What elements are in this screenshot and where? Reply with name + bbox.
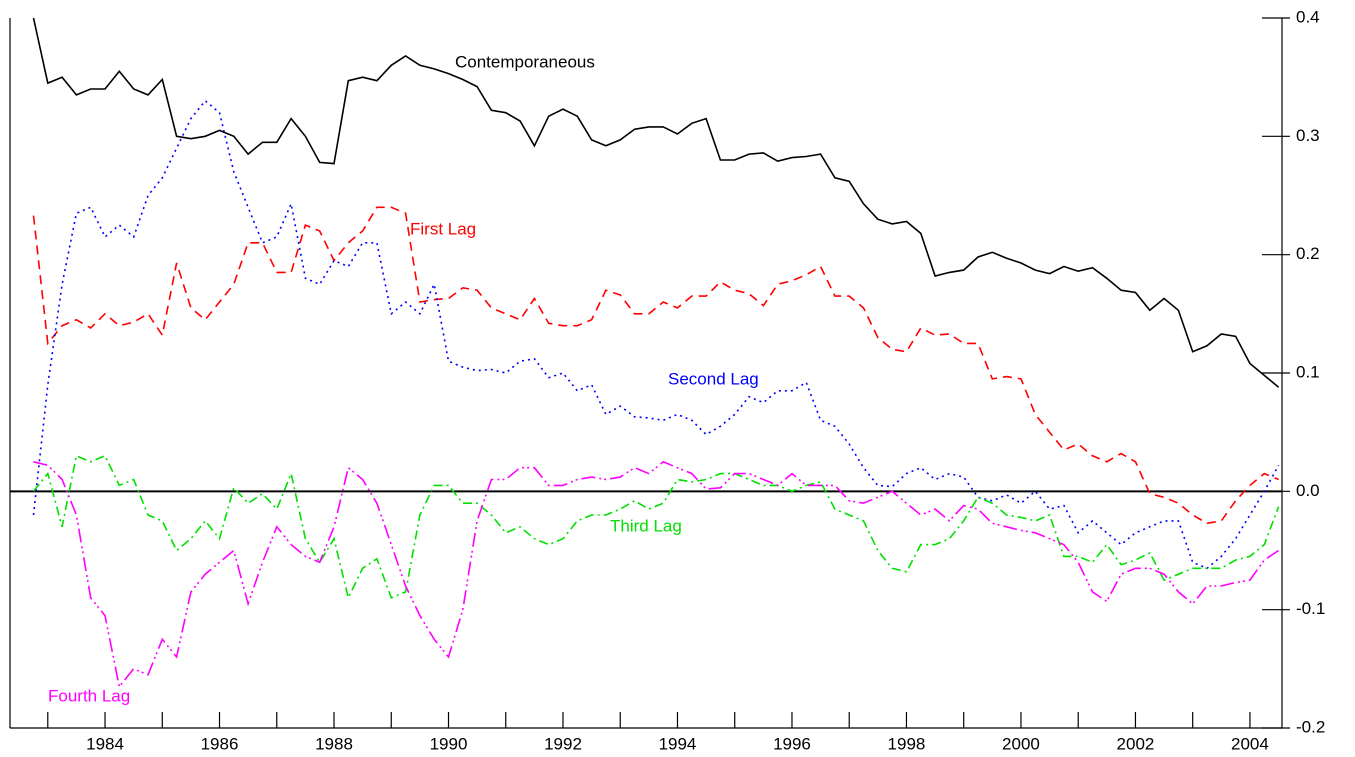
y-tick-label: 0.2: [1296, 244, 1320, 263]
y-tick-label: -0.1: [1296, 599, 1325, 618]
series-line: [32, 99, 1280, 570]
series-line: [32, 17, 1280, 388]
x-tick-label: 1996: [773, 734, 811, 753]
series-label: Fourth Lag: [48, 686, 130, 705]
x-tick-label: 1988: [315, 734, 353, 753]
x-tick-label: 2002: [1117, 734, 1155, 753]
x-tick-label: 1984: [86, 734, 124, 753]
x-tick-label: 1994: [659, 734, 697, 753]
series-label: Contemporaneous: [455, 52, 595, 71]
x-tick-label: 1986: [201, 734, 239, 753]
y-tick-label: 0.4: [1296, 7, 1320, 26]
y-tick-label: 0.3: [1296, 126, 1320, 145]
y-tick-label: 0.0: [1296, 481, 1320, 500]
x-tick-label: 1992: [544, 734, 582, 753]
series-line: [33, 460, 1280, 689]
y-tick-label: 0.1: [1296, 362, 1320, 381]
x-tick-label: 2004: [1231, 734, 1269, 753]
series-label: Second Lag: [668, 369, 759, 388]
x-tick-label: 2000: [1002, 734, 1040, 753]
series-label: Third Lag: [610, 516, 682, 535]
x-tick-label: 1998: [888, 734, 926, 753]
series-line: [32, 454, 1280, 601]
series-label: First Lag: [410, 219, 476, 238]
x-tick-label: 1990: [430, 734, 468, 753]
y-tick-label: -0.2: [1296, 717, 1325, 736]
series-line: [32, 206, 1279, 525]
